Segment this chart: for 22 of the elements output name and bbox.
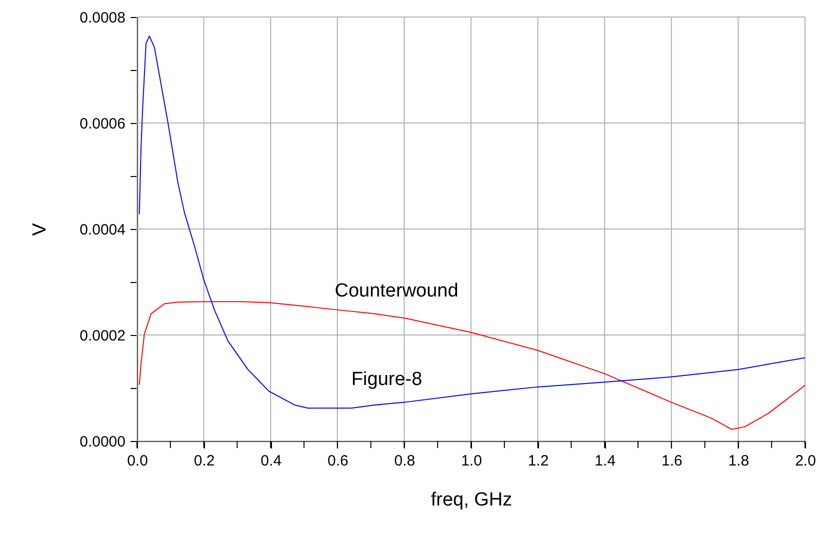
- x-tick-label: 0.8: [394, 452, 416, 470]
- x-tick-label: 0.0: [127, 452, 148, 470]
- y-tick-label: 0.0004: [80, 222, 126, 238]
- x-tick-label: 1.4: [594, 452, 616, 470]
- series-label: Figure-8: [351, 369, 422, 390]
- x-tick-label: 1.2: [528, 452, 549, 470]
- y-axis-title: V: [30, 222, 51, 236]
- y-tick-label: 0.0006: [80, 116, 126, 132]
- x-tick-label: 1.0: [461, 452, 482, 470]
- y-tick-label: 0.0008: [80, 10, 126, 26]
- x-axis-title: freq, GHz: [430, 490, 512, 510]
- x-tick-label: 1.8: [728, 452, 750, 470]
- line-series: [138, 301, 806, 430]
- x-tick-label: 0.6: [327, 452, 348, 470]
- x-tick-label: 2.0: [795, 452, 816, 470]
- x-tick-label: 0.4: [260, 452, 282, 470]
- line-series: [138, 36, 806, 409]
- y-tick-label: 0.0002: [80, 328, 126, 344]
- y-tick-label: 0.0000: [80, 434, 126, 450]
- x-tick-label: 1.6: [661, 452, 682, 470]
- series-label: Counterwound: [334, 280, 458, 302]
- x-tick-label: 0.2: [194, 452, 215, 470]
